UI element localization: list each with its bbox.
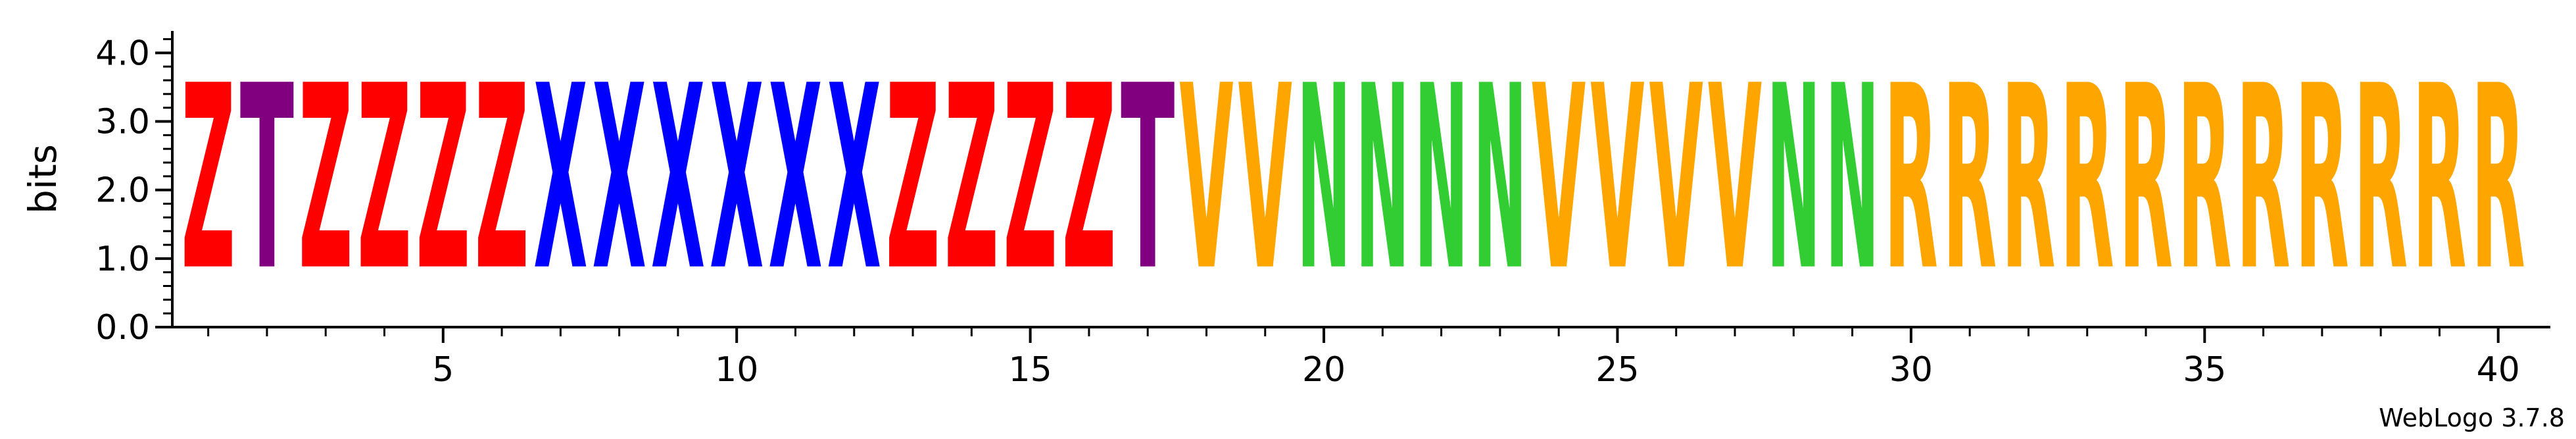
y-axis-label: bits: [20, 144, 65, 214]
logo-letter-40: R: [2471, 32, 2525, 326]
logo-letter-27: V: [1708, 32, 1762, 327]
logo-letter-1: Z: [182, 32, 235, 326]
y-tick-label: 1.0: [95, 240, 150, 279]
logo-letter-20: N: [1297, 32, 1351, 326]
logo-letter-17: T: [1121, 32, 1175, 326]
logo-letter-37: R: [2295, 32, 2349, 326]
x-tick-label: 30: [1889, 350, 1933, 390]
logo-letter-31: R: [1943, 32, 1997, 326]
logo-letter-16: Z: [1062, 32, 1116, 326]
logo-letter-26: V: [1649, 32, 1704, 327]
logo-letter-9: X: [651, 32, 705, 326]
logo-letter-32: R: [2001, 32, 2055, 326]
logo-letter-30: R: [1884, 32, 1938, 326]
y-tick-label: 0.0: [95, 308, 150, 348]
y-tick-label: 2.0: [95, 171, 150, 211]
logo-letter-36: R: [2237, 32, 2291, 326]
logo-letter-3: Z: [299, 32, 352, 326]
logo-letter-13: Z: [886, 32, 940, 326]
logo-letter-15: Z: [1004, 32, 1057, 326]
x-ticks: 5 10 15 20 25 30 35 40: [207, 327, 2520, 390]
logo-letter-38: R: [2354, 32, 2408, 326]
x-tick-label: 20: [1302, 350, 1346, 390]
logo-letter-21: N: [1355, 32, 1409, 326]
logo-letter-6: Z: [475, 32, 529, 326]
logo-letter-24: V: [1532, 32, 1586, 327]
logo-letter-8: X: [593, 32, 646, 326]
logo-letter-28: N: [1766, 32, 1820, 326]
y-tick-label: 3.0: [95, 103, 150, 142]
logo-letter-35: R: [2177, 32, 2231, 326]
x-tick-label: 5: [432, 350, 454, 390]
x-tick-label: 35: [2183, 350, 2226, 390]
x-tick-label: 10: [715, 350, 758, 390]
logo-letter-2: T: [240, 32, 295, 326]
weblogo-credit: WebLogo 3.7.8: [2379, 403, 2565, 432]
logo-letter-25: V: [1590, 32, 1645, 327]
logo-letter-12: X: [827, 32, 881, 326]
logo-letter-29: N: [1826, 32, 1880, 326]
logo-letter-7: X: [533, 32, 587, 326]
logo-letter-33: R: [2060, 32, 2114, 326]
y-ticks: 0.0 1.0 2.0 3.0 4.0: [95, 34, 172, 348]
x-tick-label: 15: [1009, 350, 1052, 390]
logo-letter-22: N: [1415, 32, 1469, 326]
x-tick-label: 40: [2477, 350, 2520, 390]
y-tick-label: 4.0: [95, 34, 150, 73]
logo-letter-5: Z: [416, 32, 470, 326]
logo-letter-34: R: [2119, 32, 2173, 326]
logo-letter-14: Z: [944, 32, 998, 326]
logo-letter-39: R: [2412, 32, 2466, 326]
logo-letter-23: N: [1473, 32, 1527, 326]
logo-letter-19: V: [1238, 32, 1293, 327]
x-tick-label: 25: [1595, 350, 1639, 390]
logo-letter-11: X: [768, 32, 822, 326]
logo-letter-4: Z: [357, 32, 411, 326]
logo-letter-18: V: [1179, 32, 1234, 327]
logo-letter-10: X: [710, 32, 764, 326]
